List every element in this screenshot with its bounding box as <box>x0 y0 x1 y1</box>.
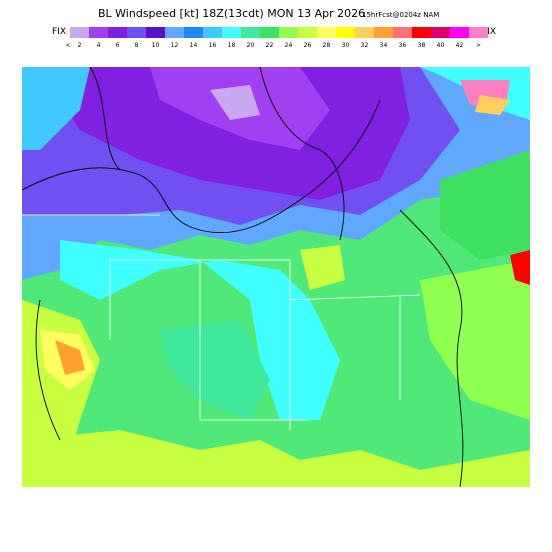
legend-swatch <box>298 27 317 38</box>
fix-right: FIX <box>482 27 496 37</box>
legend-label: > <box>476 42 481 49</box>
fix-left: FIX <box>52 27 66 37</box>
legend-label: 16 <box>209 42 217 49</box>
legend-label: 6 <box>116 42 120 49</box>
legend-swatch <box>70 27 89 38</box>
legend-swatch <box>108 27 127 38</box>
legend-label: 20 <box>247 42 255 49</box>
legend-label: 4 <box>97 42 101 49</box>
legend-label: 42 <box>456 42 464 49</box>
legend-swatch <box>336 27 355 38</box>
map <box>22 67 530 487</box>
legend-swatch <box>260 27 279 38</box>
legend-label: < <box>65 42 70 49</box>
legend-label: 30 <box>342 42 350 49</box>
legend-label: 18 <box>228 42 236 49</box>
legend-swatch <box>393 27 412 38</box>
legend-swatch <box>279 27 298 38</box>
title: BL Windspeed [kt] 18Z(13cdt) MON 13 Apr … <box>98 7 365 20</box>
legend-swatch <box>165 27 184 38</box>
legend-swatch <box>450 27 469 38</box>
legend-label: 36 <box>399 42 407 49</box>
legend-label: 2 <box>78 42 82 49</box>
legend-label: 24 <box>285 42 293 49</box>
legend-swatch <box>374 27 393 38</box>
legend-swatch <box>241 27 260 38</box>
legend-label: 8 <box>135 42 139 49</box>
legend-swatch <box>127 27 146 38</box>
legend-label: 40 <box>437 42 445 49</box>
legend-swatch <box>431 27 450 38</box>
legend-swatch <box>355 27 374 38</box>
legend-label: 10 <box>152 42 160 49</box>
legend-swatch <box>203 27 222 38</box>
legend-label: 26 <box>304 42 312 49</box>
legend-swatch <box>317 27 336 38</box>
legend-label: 14 <box>190 42 198 49</box>
legend-swatch <box>146 27 165 38</box>
legend-label: 12 <box>171 42 179 49</box>
legend-swatch <box>469 27 488 38</box>
legend-label: 34 <box>380 42 388 49</box>
legend-label: 38 <box>418 42 426 49</box>
legend-swatch <box>184 27 203 38</box>
legend-label: 22 <box>266 42 274 49</box>
legend-swatch <box>89 27 108 38</box>
legend: <2 4 6 8 10 12 14 16 18 20 22 24 26 28 30 32 34 36 38 40 42 > <box>65 27 488 49</box>
legend-label: 28 <box>323 42 331 49</box>
legend-swatch <box>222 27 241 38</box>
legend-label: 32 <box>361 42 369 49</box>
legend-swatch <box>412 27 431 38</box>
subtitle: 15hrFcst@0204z NAM <box>362 11 439 19</box>
